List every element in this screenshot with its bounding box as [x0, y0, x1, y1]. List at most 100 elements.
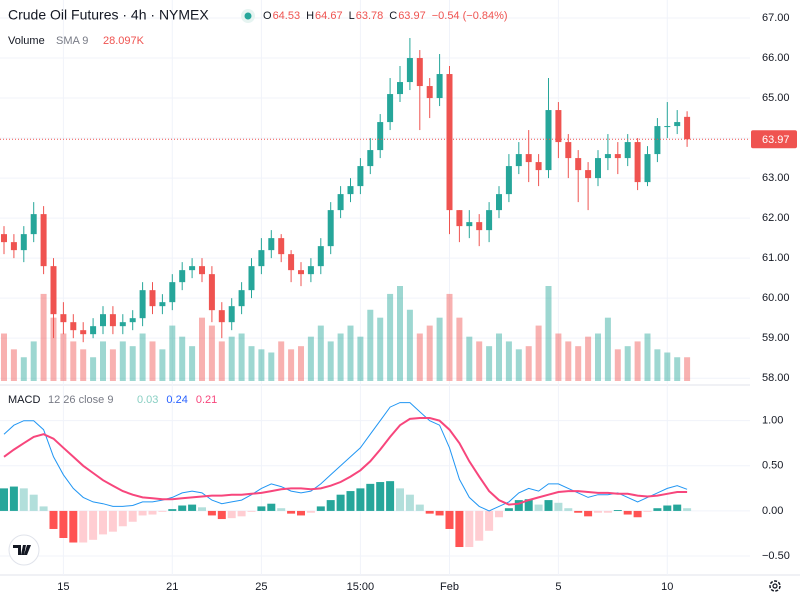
- volume-bar: [238, 333, 245, 381]
- histogram-bar: [534, 504, 543, 511]
- candle-body: [347, 186, 354, 195]
- volume-bar: [644, 333, 651, 381]
- candle-body: [406, 58, 413, 83]
- volume-bar: [515, 349, 522, 381]
- volume-bar: [179, 336, 186, 381]
- candle-body: [604, 154, 611, 159]
- volume-bar: [575, 346, 582, 381]
- candle-body: [238, 290, 245, 307]
- volume-bar: [258, 349, 265, 381]
- candle-body: [476, 222, 483, 231]
- volume-bar: [397, 286, 403, 381]
- settings-icon[interactable]: [769, 580, 781, 592]
- histogram-bar: [19, 488, 28, 511]
- histogram-bar: [653, 508, 662, 511]
- candle-body: [397, 82, 403, 95]
- volume-bar: [1, 333, 7, 381]
- y-tick-label: 65.00: [762, 92, 790, 104]
- volume-bar: [327, 341, 334, 381]
- volume-bar: [337, 333, 344, 381]
- histogram-bar: [69, 510, 78, 543]
- tradingview-logo[interactable]: [8, 534, 40, 566]
- histogram-bar: [277, 508, 286, 511]
- volume-bar: [634, 341, 641, 381]
- candle-body: [466, 222, 473, 227]
- candle-body: [684, 116, 691, 140]
- volume-bar: [100, 341, 106, 381]
- candle-body: [644, 154, 651, 183]
- candle-body: [624, 142, 631, 159]
- volume-bar: [585, 336, 592, 381]
- candle-body: [208, 274, 215, 311]
- histogram-bar: [673, 504, 682, 511]
- histogram-bar: [405, 494, 414, 511]
- candle-body: [228, 306, 235, 323]
- y-tick-label: 59.00: [762, 332, 790, 344]
- histogram-bar: [544, 500, 553, 511]
- histogram-bar: [643, 510, 652, 512]
- histogram-bar: [514, 500, 523, 511]
- macd-line: [3, 402, 688, 512]
- volume-bar: [595, 333, 601, 381]
- candle-body: [159, 302, 166, 307]
- volume-bar: [90, 357, 97, 381]
- candle-body: [179, 270, 186, 283]
- candle-body: [268, 238, 275, 251]
- candle-body: [327, 210, 334, 247]
- volume-bar: [664, 352, 671, 381]
- volume-bar: [129, 346, 136, 381]
- volume-bar: [228, 336, 235, 381]
- volume-bar: [624, 346, 631, 381]
- volume-bar: [307, 336, 314, 381]
- volume-bar: [278, 341, 285, 381]
- volume-bar: [109, 349, 116, 381]
- histogram-bar: [79, 510, 88, 543]
- ohlc-key: O: [263, 10, 272, 22]
- candle-body: [20, 234, 27, 251]
- volume-bar: [40, 293, 47, 381]
- candle-body: [505, 166, 512, 195]
- candle-body: [595, 158, 601, 179]
- histogram-bar: [59, 510, 68, 538]
- x-tick-label: 10: [661, 581, 673, 593]
- candle-body: [199, 266, 205, 275]
- histogram-bar: [376, 482, 385, 511]
- marks: [0, 38, 750, 548]
- candle-body: [456, 210, 463, 227]
- macd-legend-value: 0.03: [137, 394, 158, 406]
- candle-body: [436, 74, 443, 99]
- histogram-bar: [29, 494, 38, 511]
- histogram-bar: [495, 510, 503, 518]
- histogram-bar: [564, 508, 573, 511]
- volume-bar: [684, 357, 691, 381]
- histogram-bar: [445, 510, 454, 529]
- histogram-bar: [39, 506, 48, 511]
- candle-body: [565, 142, 572, 159]
- candle-body: [357, 166, 364, 187]
- volume-bar: [654, 349, 661, 381]
- ohlc-value: 64.53: [273, 10, 301, 22]
- histogram-bar: [633, 510, 642, 518]
- ohlc-value: 63.78: [356, 10, 384, 22]
- volume-bar: [149, 341, 156, 381]
- x-tick-label: 25: [255, 581, 267, 593]
- volume-bar: [446, 293, 453, 381]
- candle-body: [426, 86, 433, 99]
- candle-body: [515, 154, 522, 167]
- change-value: −0.54 (−0.84%): [432, 10, 508, 22]
- macd-params: 12 26 close 9: [48, 394, 113, 406]
- candle-body: [109, 314, 116, 327]
- candle-body: [218, 310, 225, 323]
- y-tick-label: 60.00: [762, 292, 790, 304]
- histogram-bar: [158, 510, 167, 512]
- y-tick-label: 61.00: [762, 252, 790, 264]
- candle-body: [80, 330, 87, 335]
- volume-bar: [545, 286, 552, 381]
- candle-body: [169, 282, 176, 303]
- histogram-bar: [584, 510, 593, 517]
- histogram-bar: [366, 483, 375, 511]
- candle-body: [535, 162, 542, 171]
- volume-bar: [456, 317, 463, 381]
- candle-body: [674, 122, 681, 127]
